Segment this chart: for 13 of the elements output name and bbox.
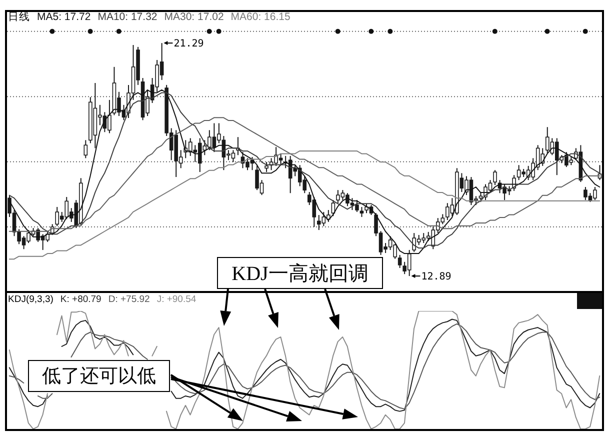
text: J: +90.54 [156,294,196,305]
text: MA30: 17.02 [164,11,224,23]
text: D: +75.92 [108,294,150,305]
text: K: +80.79 [60,294,102,305]
text: MA60: 16.15 [230,11,290,23]
annotation: KDJ一高就回调 [232,262,368,286]
text: MA5: 17.72 [37,11,91,23]
chart-title: KDJ(9,3,3) [8,294,54,305]
annotation: 低了还可以低 [42,365,156,389]
text: MA10: 17.32 [98,11,158,23]
chart-title: 日线 [8,11,30,23]
annotation: 12.89 [421,272,452,283]
annotation: 21.29 [174,38,204,50]
